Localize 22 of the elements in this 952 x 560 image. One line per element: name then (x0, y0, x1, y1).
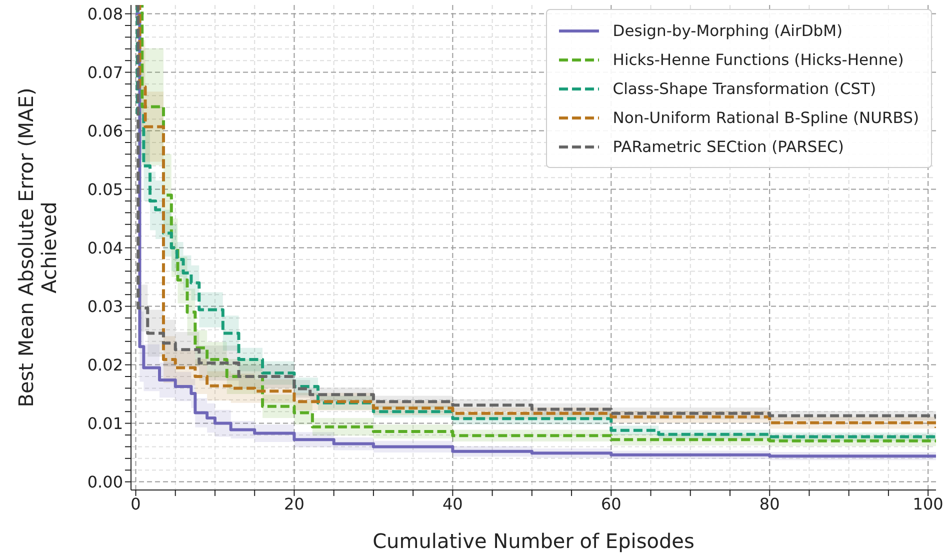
legend-label: Class-Shape Transformation (CST) (612, 80, 876, 98)
y-axis-title: Best Mean Absolute Error (MAE) Achieved (14, 88, 61, 408)
y-tick-label: 0.01 (87, 414, 123, 433)
y-tick-label: 0.06 (87, 121, 123, 140)
legend-label: PARametric SECtion (PARSEC) (612, 138, 844, 156)
x-tick-label: 100 (912, 494, 944, 514)
x-tick-label: 80 (759, 494, 780, 514)
y-tick-label: 0.08 (87, 4, 123, 24)
y-tick-label: 0.04 (87, 238, 123, 258)
y-tick-label: 0.00 (87, 472, 123, 492)
legend-label: Design-by-Morphing (AirDbM) (612, 22, 843, 40)
y-tick-label: 0.03 (87, 296, 123, 316)
x-tick-label: 40 (442, 494, 463, 514)
y-tick-label: 0.07 (87, 62, 123, 82)
x-tick-label: 20 (284, 494, 304, 514)
y-tick-label: 0.05 (87, 180, 123, 199)
x-axis-title: Cumulative Number of Episodes (372, 529, 694, 553)
x-tick-label: 0 (130, 494, 141, 514)
y-tick-label: 0.02 (87, 355, 123, 374)
legend-label: Hicks-Henne Functions (Hicks-Henne) (612, 50, 904, 68)
x-tick-label: 60 (600, 494, 622, 514)
legend-label: Non-Uniform Rational B-Spline (NURBS) (612, 108, 919, 126)
